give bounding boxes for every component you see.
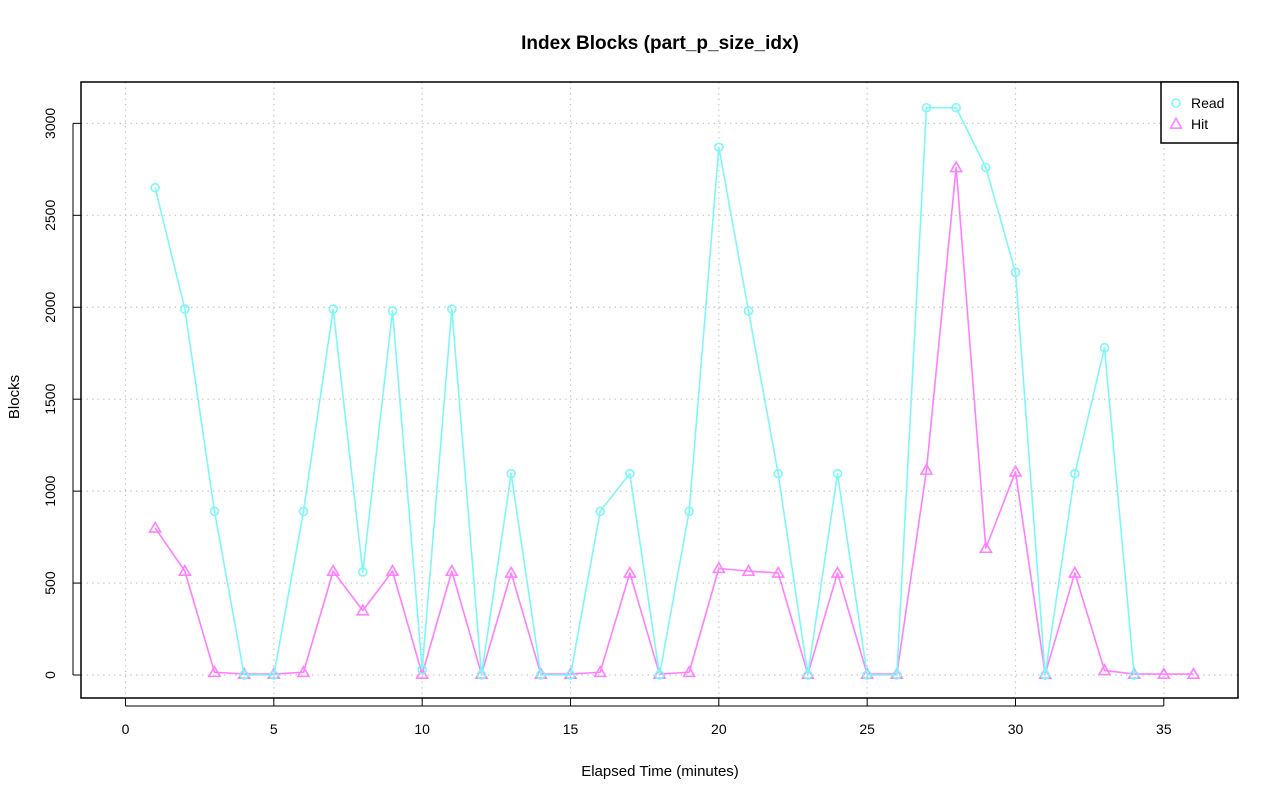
data-point-hit — [593, 665, 608, 678]
series-line-hit — [154, 166, 1194, 675]
y-axis: 0 500 1000 1500 2000 2500 3000 — [42, 108, 81, 679]
legend-marker-read — [1171, 98, 1181, 108]
data-point-hit — [207, 665, 222, 678]
data-point-hit — [682, 665, 697, 678]
data-point-read — [892, 670, 902, 680]
legend-label-hit: Hit — [1191, 116, 1208, 132]
legend: Read Hit — [1160, 81, 1239, 144]
x-tick-label: 35 — [1156, 721, 1172, 737]
data-point-read — [803, 670, 813, 680]
data-point-read — [1129, 670, 1139, 680]
data-point-hit — [741, 564, 756, 577]
data-point-read — [654, 670, 665, 680]
data-point-hit — [1186, 666, 1201, 680]
y-tick-label: 3000 — [42, 108, 58, 139]
data-point-hit — [148, 520, 163, 533]
data-point-read — [239, 670, 249, 680]
x-axis: 0 5 10 15 20 25 30 35 — [122, 698, 1172, 737]
data-point-hit — [1067, 565, 1082, 578]
data-point-read — [595, 506, 605, 517]
data-point-read — [417, 664, 427, 675]
data-point-hit — [830, 565, 845, 578]
y-tick-label: 0 — [42, 671, 58, 679]
data-point-read — [625, 468, 635, 479]
data-point-hit — [504, 565, 519, 578]
y-tick-label: 2000 — [42, 291, 58, 322]
data-point-hit — [444, 564, 459, 577]
x-tick-label: 20 — [711, 721, 727, 737]
legend-marker-hit — [1169, 116, 1183, 129]
y-axis-title: Blocks — [6, 375, 23, 419]
data-point-hit — [1097, 663, 1112, 676]
data-point-hit — [385, 564, 400, 577]
series-line-read — [154, 106, 1135, 676]
series-read — [150, 102, 1139, 680]
chart-title: Index Blocks (part_p_size_idx) — [521, 33, 799, 54]
data-point-hit — [622, 565, 637, 578]
data-point-read — [773, 468, 783, 479]
data-point-read — [1070, 468, 1080, 479]
data-point-read — [951, 102, 961, 113]
x-tick-label: 25 — [859, 721, 875, 737]
data-point-hit — [1008, 464, 1023, 477]
data-point-read — [981, 162, 991, 173]
data-point-hit — [326, 564, 341, 577]
data-point-hit — [949, 160, 964, 173]
x-axis-title: Elapsed Time (minutes) — [581, 763, 739, 780]
data-point-read — [536, 670, 546, 680]
data-point-hit — [1156, 666, 1171, 680]
data-point-read — [447, 304, 457, 314]
legend-box — [1160, 81, 1239, 144]
data-point-read — [921, 102, 932, 113]
y-tick-label: 500 — [42, 571, 58, 595]
data-point-read — [684, 506, 694, 517]
data-point-read — [832, 468, 843, 479]
data-point-read — [506, 468, 516, 479]
data-point-hit — [355, 603, 370, 616]
data-point-read — [743, 306, 754, 316]
data-point-hit — [771, 565, 786, 578]
data-point-read — [1010, 267, 1021, 278]
x-tick-label: 10 — [414, 721, 430, 737]
data-point-hit — [711, 561, 726, 574]
data-point-read — [209, 506, 220, 517]
x-tick-label: 30 — [1008, 721, 1024, 737]
data-point-read — [328, 304, 338, 314]
data-point-read — [1040, 670, 1050, 680]
data-point-hit — [919, 462, 934, 475]
data-point-read — [150, 182, 160, 193]
data-point-hit — [978, 541, 993, 554]
y-tick-label: 1500 — [42, 383, 58, 414]
y-tick-label: 1000 — [42, 475, 58, 506]
data-point-read — [358, 567, 368, 577]
data-point-read — [714, 142, 724, 153]
y-tick-label: 2500 — [42, 200, 58, 231]
legend-label-read: Read — [1191, 95, 1224, 111]
x-tick-label: 5 — [270, 721, 278, 737]
data-point-read — [269, 670, 279, 680]
data-point-read — [180, 304, 190, 314]
data-point-read — [565, 670, 576, 680]
x-tick-label: 15 — [563, 721, 579, 737]
data-point-read — [1099, 342, 1110, 353]
data-point-read — [298, 506, 309, 517]
data-point-read — [387, 306, 398, 316]
data-point-hit — [296, 665, 311, 678]
plot-frame — [80, 81, 1239, 699]
data-point-read — [862, 670, 872, 680]
data-point-read — [476, 670, 487, 680]
data-point-hit — [177, 564, 192, 577]
series-layer — [148, 102, 1201, 680]
x-tick-label: 0 — [122, 721, 130, 737]
